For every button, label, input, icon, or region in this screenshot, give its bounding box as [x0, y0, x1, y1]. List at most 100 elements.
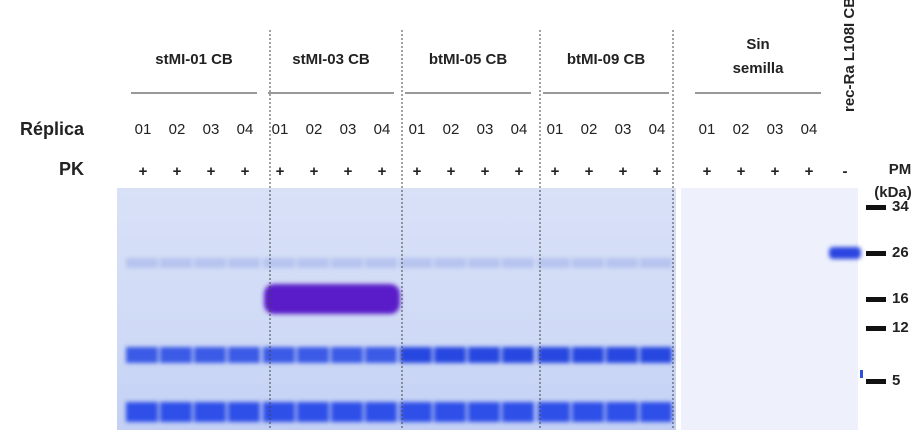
replica-label: 03	[477, 121, 494, 138]
band	[572, 402, 604, 422]
replica-label: 02	[733, 121, 750, 138]
replica-label: 03	[767, 121, 784, 138]
band	[194, 402, 226, 422]
pk-sign: +	[653, 163, 662, 180]
replica-label: 03	[203, 121, 220, 138]
pk-sign: +	[207, 163, 216, 180]
replica-label: 02	[443, 121, 460, 138]
replica-label: 03	[340, 121, 357, 138]
replica-label: 02	[169, 121, 186, 138]
band	[538, 402, 570, 422]
pk-sign: +	[310, 163, 319, 180]
band	[400, 402, 432, 422]
replica-label: 02	[581, 121, 598, 138]
band	[126, 402, 158, 422]
pk-sign: +	[344, 163, 353, 180]
replica-label: 03	[615, 121, 632, 138]
replica-label: 01	[547, 121, 564, 138]
pk-sign: +	[703, 163, 712, 180]
replica-label: 01	[135, 121, 152, 138]
pk-sign: +	[585, 163, 594, 180]
row-label: PK	[59, 159, 84, 179]
band	[160, 258, 192, 268]
replica-label: 01	[699, 121, 716, 138]
marker-size: 34	[892, 198, 909, 215]
band	[365, 258, 397, 268]
pk-sign: +	[173, 163, 182, 180]
replica-label: 02	[306, 121, 323, 138]
band	[365, 402, 397, 422]
band	[829, 247, 861, 259]
band	[572, 258, 604, 268]
band	[228, 347, 260, 363]
band	[468, 258, 500, 268]
replica-label: 01	[272, 121, 289, 138]
band	[126, 258, 158, 268]
band	[606, 347, 638, 363]
pk-sign: +	[447, 163, 456, 180]
marker-title: PM	[889, 161, 912, 178]
pk-sign: +	[481, 163, 490, 180]
band	[640, 258, 672, 268]
group-label: stMI-01 CB	[155, 51, 233, 68]
replica-label: 04	[511, 121, 528, 138]
band	[264, 284, 400, 314]
gel-figure: Réplica PK PM (kDa) rec-Ra L108I CB - st…	[0, 0, 919, 430]
band	[640, 347, 672, 363]
band	[502, 347, 534, 363]
marker-dash	[866, 297, 886, 302]
band	[160, 402, 192, 422]
pk-sign: -	[843, 163, 848, 180]
band	[400, 347, 432, 363]
band	[606, 258, 638, 268]
marker-size: 5	[892, 372, 900, 389]
band	[297, 402, 329, 422]
band	[228, 402, 260, 422]
replica-label: 04	[649, 121, 666, 138]
band	[468, 402, 500, 422]
pk-sign: +	[771, 163, 780, 180]
band	[194, 347, 226, 363]
band	[228, 258, 260, 268]
band	[297, 258, 329, 268]
pk-sign: +	[241, 163, 250, 180]
band	[160, 347, 192, 363]
band	[434, 347, 466, 363]
band	[297, 347, 329, 363]
marker-size: 16	[892, 290, 909, 307]
band	[572, 347, 604, 363]
group-label: stMI-03 CB	[292, 51, 370, 68]
band	[365, 347, 397, 363]
pk-sign: +	[139, 163, 148, 180]
marker-dash	[866, 326, 886, 331]
band	[502, 402, 534, 422]
band	[400, 258, 432, 268]
band	[468, 347, 500, 363]
band	[263, 402, 295, 422]
band	[434, 402, 466, 422]
band	[606, 402, 638, 422]
band	[263, 347, 295, 363]
pk-sign: +	[515, 163, 524, 180]
group-label: Sin	[746, 36, 769, 53]
pk-sign: +	[737, 163, 746, 180]
pk-sign: +	[378, 163, 387, 180]
marker-dash	[866, 251, 886, 256]
replica-label: 04	[237, 121, 254, 138]
band	[263, 258, 295, 268]
band	[331, 258, 363, 268]
band	[331, 347, 363, 363]
band	[194, 258, 226, 268]
pk-sign: +	[413, 163, 422, 180]
band	[126, 347, 158, 363]
gel-panel	[681, 188, 858, 430]
group-label: btMI-09 CB	[567, 51, 646, 68]
group-label: semilla	[733, 60, 785, 77]
marker-size: 12	[892, 319, 909, 336]
band	[331, 402, 363, 422]
marker-size: 26	[892, 244, 909, 261]
pk-sign: +	[805, 163, 814, 180]
replica-label: 04	[374, 121, 391, 138]
replica-label: 04	[801, 121, 818, 138]
replica-label: 01	[409, 121, 426, 138]
